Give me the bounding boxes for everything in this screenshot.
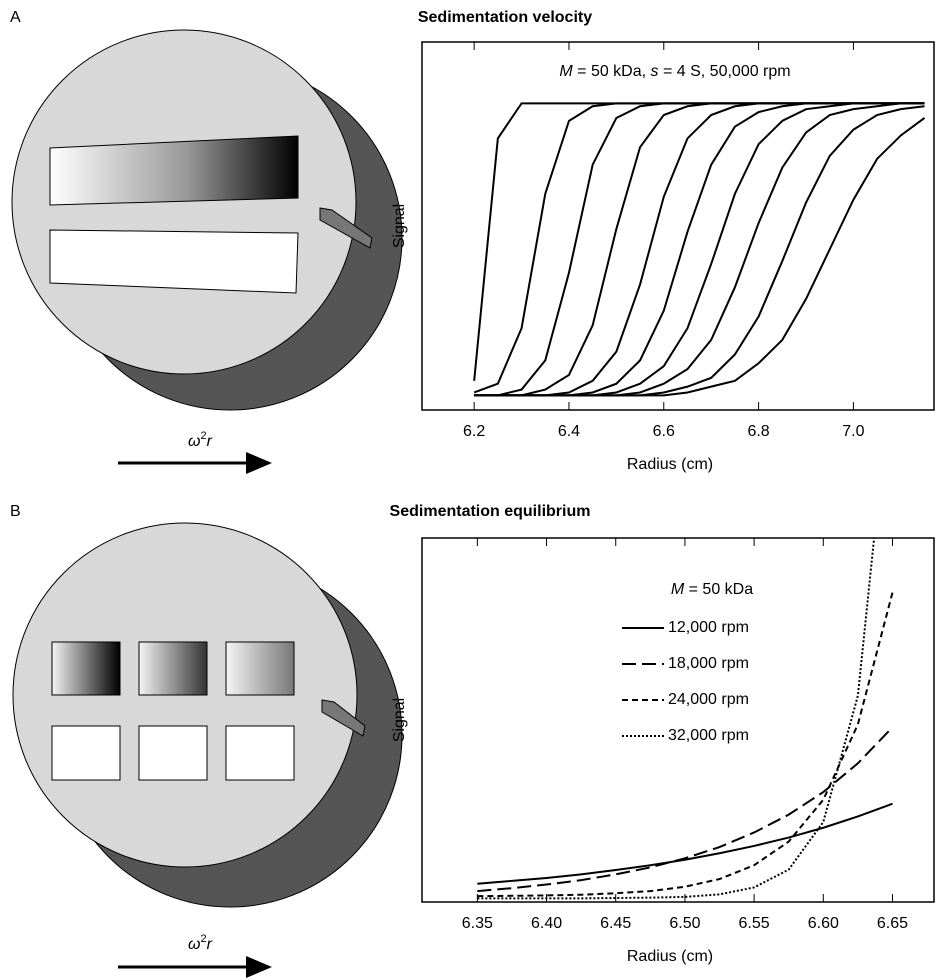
chart-title: Sedimentation equilibrium: [390, 503, 591, 520]
x-axis-label: Radius (cm): [627, 456, 713, 473]
sample-channel: [138, 641, 208, 696]
x-tick-label: 6.60: [808, 915, 839, 932]
data-line: [474, 117, 926, 397]
reference-channel: [225, 725, 295, 781]
annotation-part: M: [559, 63, 573, 80]
x-tick-label: 6.6: [653, 423, 675, 440]
legend-label: 18,000 rpm: [668, 655, 749, 672]
arrow-head: [246, 956, 272, 978]
sample-sector: [49, 135, 299, 206]
x-tick-label: 7.0: [842, 423, 864, 440]
data-line: [474, 102, 925, 397]
reference-channel: [138, 725, 208, 781]
arrow-label: ω2r: [188, 430, 213, 450]
y-axis-label: Signal: [391, 204, 408, 248]
legend-label: 24,000 rpm: [668, 691, 749, 708]
symbol: r: [207, 936, 213, 953]
x-tick-label: 6.65: [877, 915, 908, 932]
panel-label: B: [10, 503, 21, 520]
panel-label: A: [10, 9, 21, 26]
data-line: [474, 102, 925, 397]
sample-channel: [51, 641, 121, 696]
panel-a-diagram: [11, 29, 403, 411]
plot-frame: [421, 537, 935, 903]
data-line: [473, 102, 925, 381]
x-tick-label: 6.35: [462, 915, 493, 932]
x-tick-label: 6.50: [669, 915, 700, 932]
reference-channel: [51, 725, 121, 781]
data-line: [477, 592, 894, 898]
annotation-part: = 4 S, 50,000 rpm: [659, 63, 791, 80]
chart: Sedimentation equilibrium Radius (cm) Sign…: [390, 503, 935, 965]
x-tick-label: 6.45: [600, 915, 631, 932]
sample-channel: [225, 641, 295, 696]
arrow-a: ω2r: [118, 430, 272, 474]
annotation-part: s: [651, 63, 659, 80]
superscript: 2: [201, 430, 207, 442]
x-tick-label: 6.8: [747, 423, 769, 440]
data-line: [473, 102, 925, 394]
x-tick-label: 6.4: [558, 423, 580, 440]
data-line: [477, 726, 894, 893]
data-line: [474, 102, 925, 397]
annotation-part: M: [671, 581, 685, 598]
annotation: M = 50 kDa, s = 4 S, 50,000 rpm: [559, 63, 790, 80]
legend-label: 12,000 rpm: [668, 619, 749, 636]
reference-sector: [49, 229, 299, 294]
arrow-b: ω2r: [118, 933, 272, 978]
annotation-part: = 50 kDa: [684, 581, 753, 598]
symbol: ω: [188, 433, 200, 450]
data-line: [474, 105, 925, 397]
superscript: 2: [201, 933, 207, 945]
x-tick-label: 6.55: [739, 915, 770, 932]
arrow-head: [246, 452, 272, 474]
panel-b-diagram: [12, 522, 403, 908]
data-line: [474, 102, 925, 397]
data-line: [474, 102, 925, 397]
reference-notch: [321, 699, 366, 737]
symbol: ω: [188, 936, 200, 953]
chart-title: Sedimentation velocity: [418, 9, 592, 26]
arrow-label: ω2r: [188, 933, 213, 953]
reference-notch: [319, 207, 373, 249]
symbol: r: [207, 433, 213, 450]
chart: Sedimentation velocity Radius (cm) Signal 6…: [391, 9, 935, 473]
plot-frame: [421, 41, 935, 411]
x-tick-label: 6.40: [531, 915, 562, 932]
data-line: [477, 802, 893, 885]
data-line: [474, 102, 925, 397]
y-axis-label: Signal: [391, 698, 408, 742]
x-tick-label: 6.2: [463, 423, 485, 440]
annotation-part: = 50 kDa,: [573, 63, 651, 80]
legend-label: 32,000 rpm: [668, 727, 749, 744]
x-axis-label: Radius (cm): [627, 948, 713, 965]
annotation: M = 50 kDa: [671, 581, 753, 598]
